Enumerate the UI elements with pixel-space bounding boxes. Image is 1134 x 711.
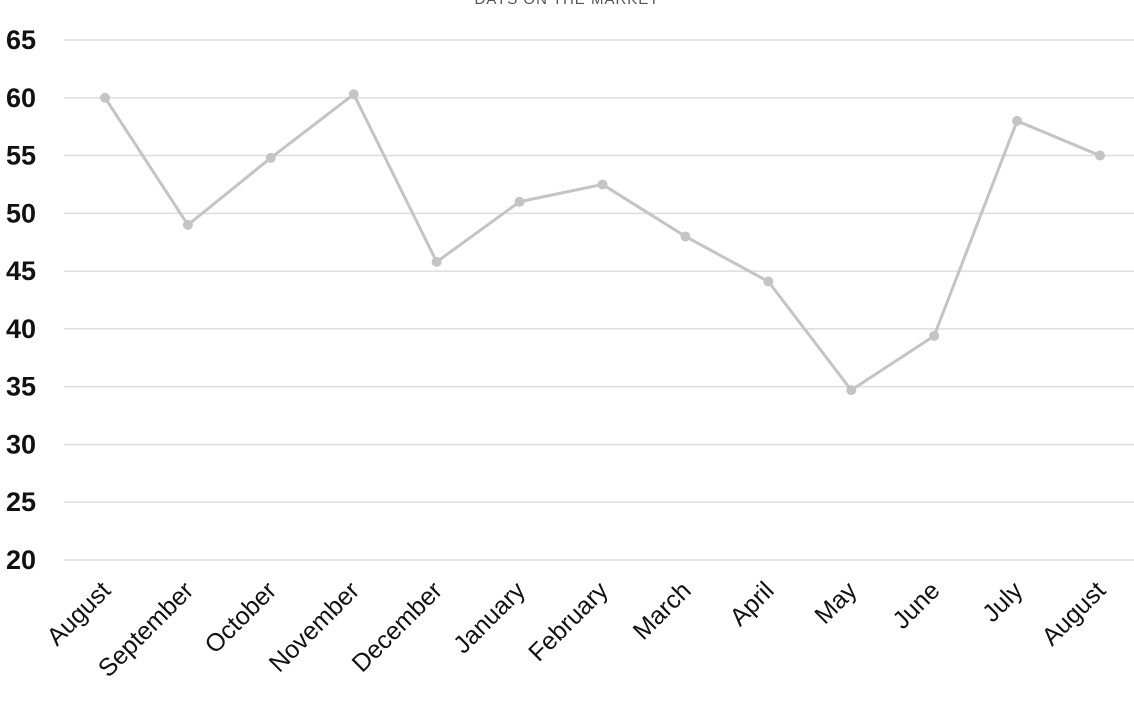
x-tick-label: April — [724, 576, 779, 631]
x-tick-label: June — [887, 576, 945, 634]
data-point — [1012, 115, 1023, 126]
data-point — [846, 385, 857, 396]
y-tick-label: 50 — [6, 198, 36, 228]
series-line — [103, 92, 1101, 392]
data-point — [680, 231, 691, 242]
data-point — [100, 92, 110, 103]
y-axis: 20 25 30 35 40 45 50 55 60 65 — [6, 25, 36, 575]
x-tick-label: August — [1036, 576, 1111, 651]
data-point — [431, 256, 442, 267]
data-point — [182, 219, 193, 230]
y-tick-label: 20 — [6, 545, 36, 575]
x-tick-label: December — [347, 576, 448, 677]
x-tick-label: July — [977, 576, 1029, 628]
y-tick-label: 60 — [6, 83, 36, 113]
y-tick-label: 65 — [6, 25, 36, 55]
data-point — [348, 89, 359, 100]
x-tick-label: January — [448, 576, 531, 659]
chart-title: DAYS ON THE MARKET — [475, 0, 660, 8]
gridlines — [64, 39, 1134, 561]
x-tick-label: May — [809, 576, 863, 630]
data-point — [597, 179, 608, 190]
y-tick-label: 30 — [6, 429, 36, 459]
data-point — [514, 196, 525, 207]
x-tick-label: March — [628, 576, 697, 645]
data-point — [265, 152, 276, 163]
y-tick-label: 55 — [6, 141, 36, 171]
data-point — [763, 276, 774, 287]
y-tick-label: 25 — [6, 487, 36, 517]
y-tick-label: 35 — [6, 372, 36, 402]
x-tick-label: February — [523, 576, 614, 667]
x-tick-label: October — [199, 576, 282, 659]
y-tick-label: 40 — [6, 314, 36, 344]
y-tick-label: 45 — [6, 256, 36, 286]
data-point — [929, 330, 940, 341]
data-point — [1095, 150, 1105, 161]
x-tick-label: August — [41, 576, 116, 651]
series-layer — [100, 89, 1105, 396]
